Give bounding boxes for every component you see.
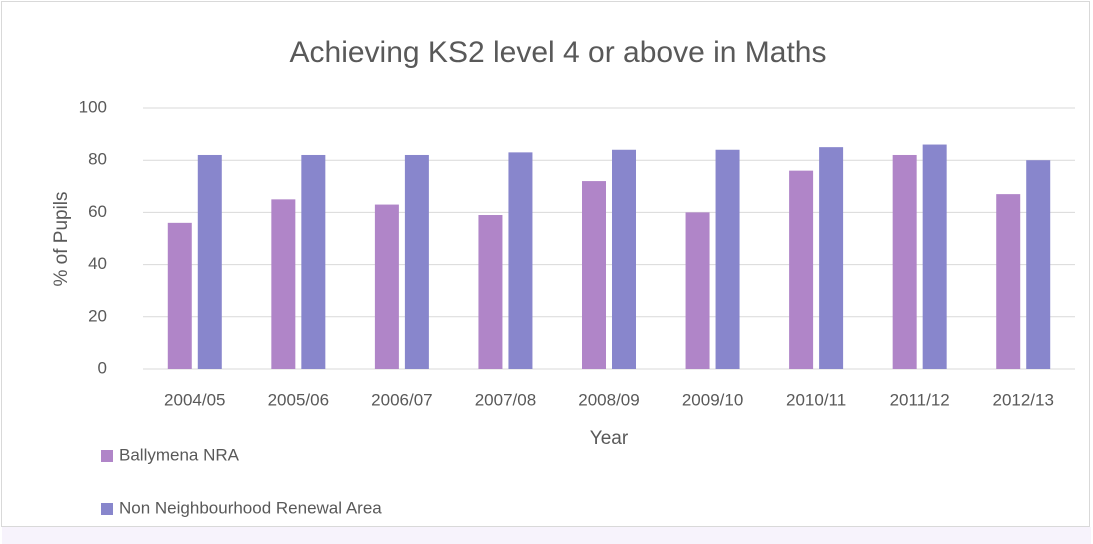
legend-label: Non Neighbourhood Renewal Area [119,498,382,517]
bar [374,204,399,369]
x-axis-label: Year [590,428,629,449]
bar [715,149,740,369]
y-tick-label: 0 [98,358,107,377]
legend-swatch [101,450,113,462]
bar [508,152,533,369]
y-axis-label: % of Pupils [51,191,72,286]
x-tick-label: 2011/12 [890,390,950,409]
legend-label: Ballymena NRA [119,445,240,464]
x-tick-label: 2005/06 [268,390,329,409]
chart-title: Achieving KS2 level 4 or above in Maths [290,36,827,69]
y-tick-label: 60 [88,202,107,221]
bar [1026,160,1051,369]
bar [892,154,917,369]
bottom-strip [2,527,1091,544]
legend-swatch [101,503,113,515]
bar [301,154,326,369]
bar [167,222,192,369]
x-tick-label: 2006/07 [371,390,432,409]
x-tick-label: 2004/05 [164,390,225,409]
y-tick-label: 80 [88,150,107,169]
bar [789,170,814,369]
bar [197,154,222,369]
bar [996,194,1021,369]
bar [922,144,947,369]
bar [271,199,296,369]
y-tick-label: 100 [79,97,107,116]
y-tick-label: 20 [88,306,107,325]
x-tick-label: 2010/11 [786,390,846,409]
bar [685,212,710,369]
x-tick-label: 2007/08 [475,390,536,409]
bar [404,154,429,369]
x-tick-label: 2009/10 [682,390,743,409]
x-tick-label: 2008/09 [578,390,639,409]
bar [478,215,503,369]
bar [582,181,606,369]
bar [819,147,844,369]
x-tick-label: 2012/13 [992,390,1053,409]
y-tick-label: 40 [88,254,107,273]
bar [612,149,636,369]
